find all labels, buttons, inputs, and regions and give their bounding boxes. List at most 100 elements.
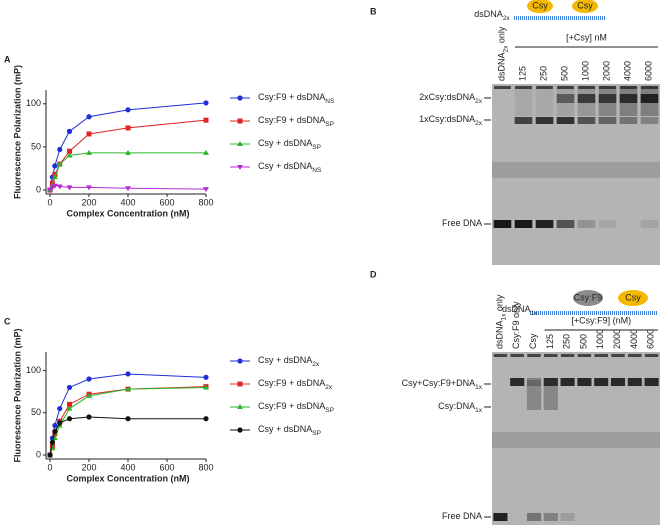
marker	[66, 152, 73, 158]
construct-label: dsDNA2x	[474, 9, 510, 22]
marker	[86, 185, 92, 191]
text-part: only	[495, 294, 505, 314]
series-line	[49, 416, 206, 456]
legend-label: Csy:F9 + dsDNASP	[258, 115, 334, 128]
text-part: 500	[579, 334, 589, 349]
protein-label: Csy:F9	[574, 292, 603, 302]
band	[619, 94, 638, 103]
band	[493, 513, 508, 521]
lane-label: 2000	[602, 61, 612, 81]
text-part: 6000	[646, 329, 656, 349]
text-part: 4000	[623, 61, 633, 81]
subscript: 1x	[475, 407, 483, 414]
x-axis-title: Complex Concentration (nM)	[67, 473, 190, 483]
marker	[237, 165, 243, 170]
marker	[86, 114, 92, 120]
text-part: 125	[545, 334, 555, 349]
subscript: 2x	[475, 98, 483, 105]
text-part: 250	[539, 66, 549, 81]
band	[640, 94, 659, 103]
well	[536, 86, 553, 89]
marker	[237, 141, 243, 146]
legend-label: Csy + dsDNANS	[258, 161, 322, 174]
well	[628, 354, 642, 357]
marker	[56, 184, 63, 190]
text-part: Csy + dsDNA	[258, 424, 312, 434]
marker	[237, 427, 243, 433]
subscript: SP	[312, 144, 321, 151]
band	[619, 117, 638, 124]
marker	[203, 117, 209, 123]
marker	[125, 125, 131, 131]
well	[494, 86, 511, 89]
marker	[51, 174, 58, 180]
band	[535, 220, 554, 228]
lane-label: 1000	[581, 61, 591, 81]
x-tick-label: 200	[81, 462, 96, 472]
band	[535, 86, 554, 116]
text-part: Csy:F9 + dsDNA	[258, 115, 325, 125]
x-tick-label: 0	[47, 462, 52, 472]
marker	[86, 131, 92, 137]
well	[544, 354, 558, 357]
well	[578, 86, 595, 89]
lane-label: 4000	[623, 61, 633, 81]
series-line	[49, 152, 206, 191]
well	[611, 354, 625, 357]
well	[560, 354, 575, 357]
band	[514, 117, 533, 124]
protein	[572, 0, 598, 13]
panel-label: C	[4, 316, 11, 326]
marker	[203, 374, 209, 380]
subscript: 2x	[312, 361, 320, 368]
band	[543, 380, 558, 410]
lane-label: Csy	[528, 333, 538, 349]
marker	[57, 146, 63, 153]
band-label: Free DNA	[442, 218, 482, 228]
marker	[52, 428, 58, 434]
x-tick-label: 0	[47, 197, 52, 207]
legend-label: Csy:F9 + dsDNANS	[258, 92, 335, 105]
marker	[203, 384, 209, 390]
marker	[125, 186, 131, 192]
protein-label: Csy	[577, 0, 593, 10]
text-part: 1000	[596, 329, 606, 349]
marker	[203, 100, 209, 106]
x-tick-label: 600	[159, 462, 174, 472]
marker	[66, 185, 73, 191]
subscript: NS	[312, 167, 322, 174]
marker	[47, 188, 53, 193]
well	[599, 86, 616, 89]
marker	[237, 358, 243, 364]
subscript: 1x	[475, 384, 483, 391]
text-part: 6000	[644, 61, 654, 81]
x-axis-title: Complex Concentration (nM)	[67, 208, 190, 218]
x-tick-label: 200	[81, 197, 96, 207]
protein	[527, 0, 553, 13]
well	[644, 354, 659, 357]
text-part: Csy:DNA	[438, 401, 475, 411]
protein	[618, 290, 648, 306]
text-part: 250	[562, 334, 572, 349]
well	[527, 354, 541, 357]
subscript: 2x	[325, 384, 333, 391]
x-tick-label: 800	[198, 462, 213, 472]
text-part: 1000	[581, 61, 591, 81]
lane-label: 500	[560, 66, 570, 81]
y-tick-label: 0	[36, 184, 41, 194]
subscript: 2x	[503, 15, 511, 22]
text-part: Csy + dsDNA	[258, 138, 312, 148]
legend-label: Csy + dsDNASP	[258, 424, 321, 437]
text-part: Free DNA	[442, 218, 482, 228]
protein	[573, 290, 603, 306]
x-tick-label: 600	[159, 197, 174, 207]
marker	[203, 187, 209, 193]
well	[493, 354, 508, 357]
y-tick-label: 50	[31, 141, 41, 151]
series-line	[49, 102, 207, 191]
marker	[86, 392, 92, 398]
subscript: 2x	[475, 120, 483, 127]
legend-label: Csy + dsDNASP	[258, 138, 321, 151]
marker	[52, 422, 58, 429]
